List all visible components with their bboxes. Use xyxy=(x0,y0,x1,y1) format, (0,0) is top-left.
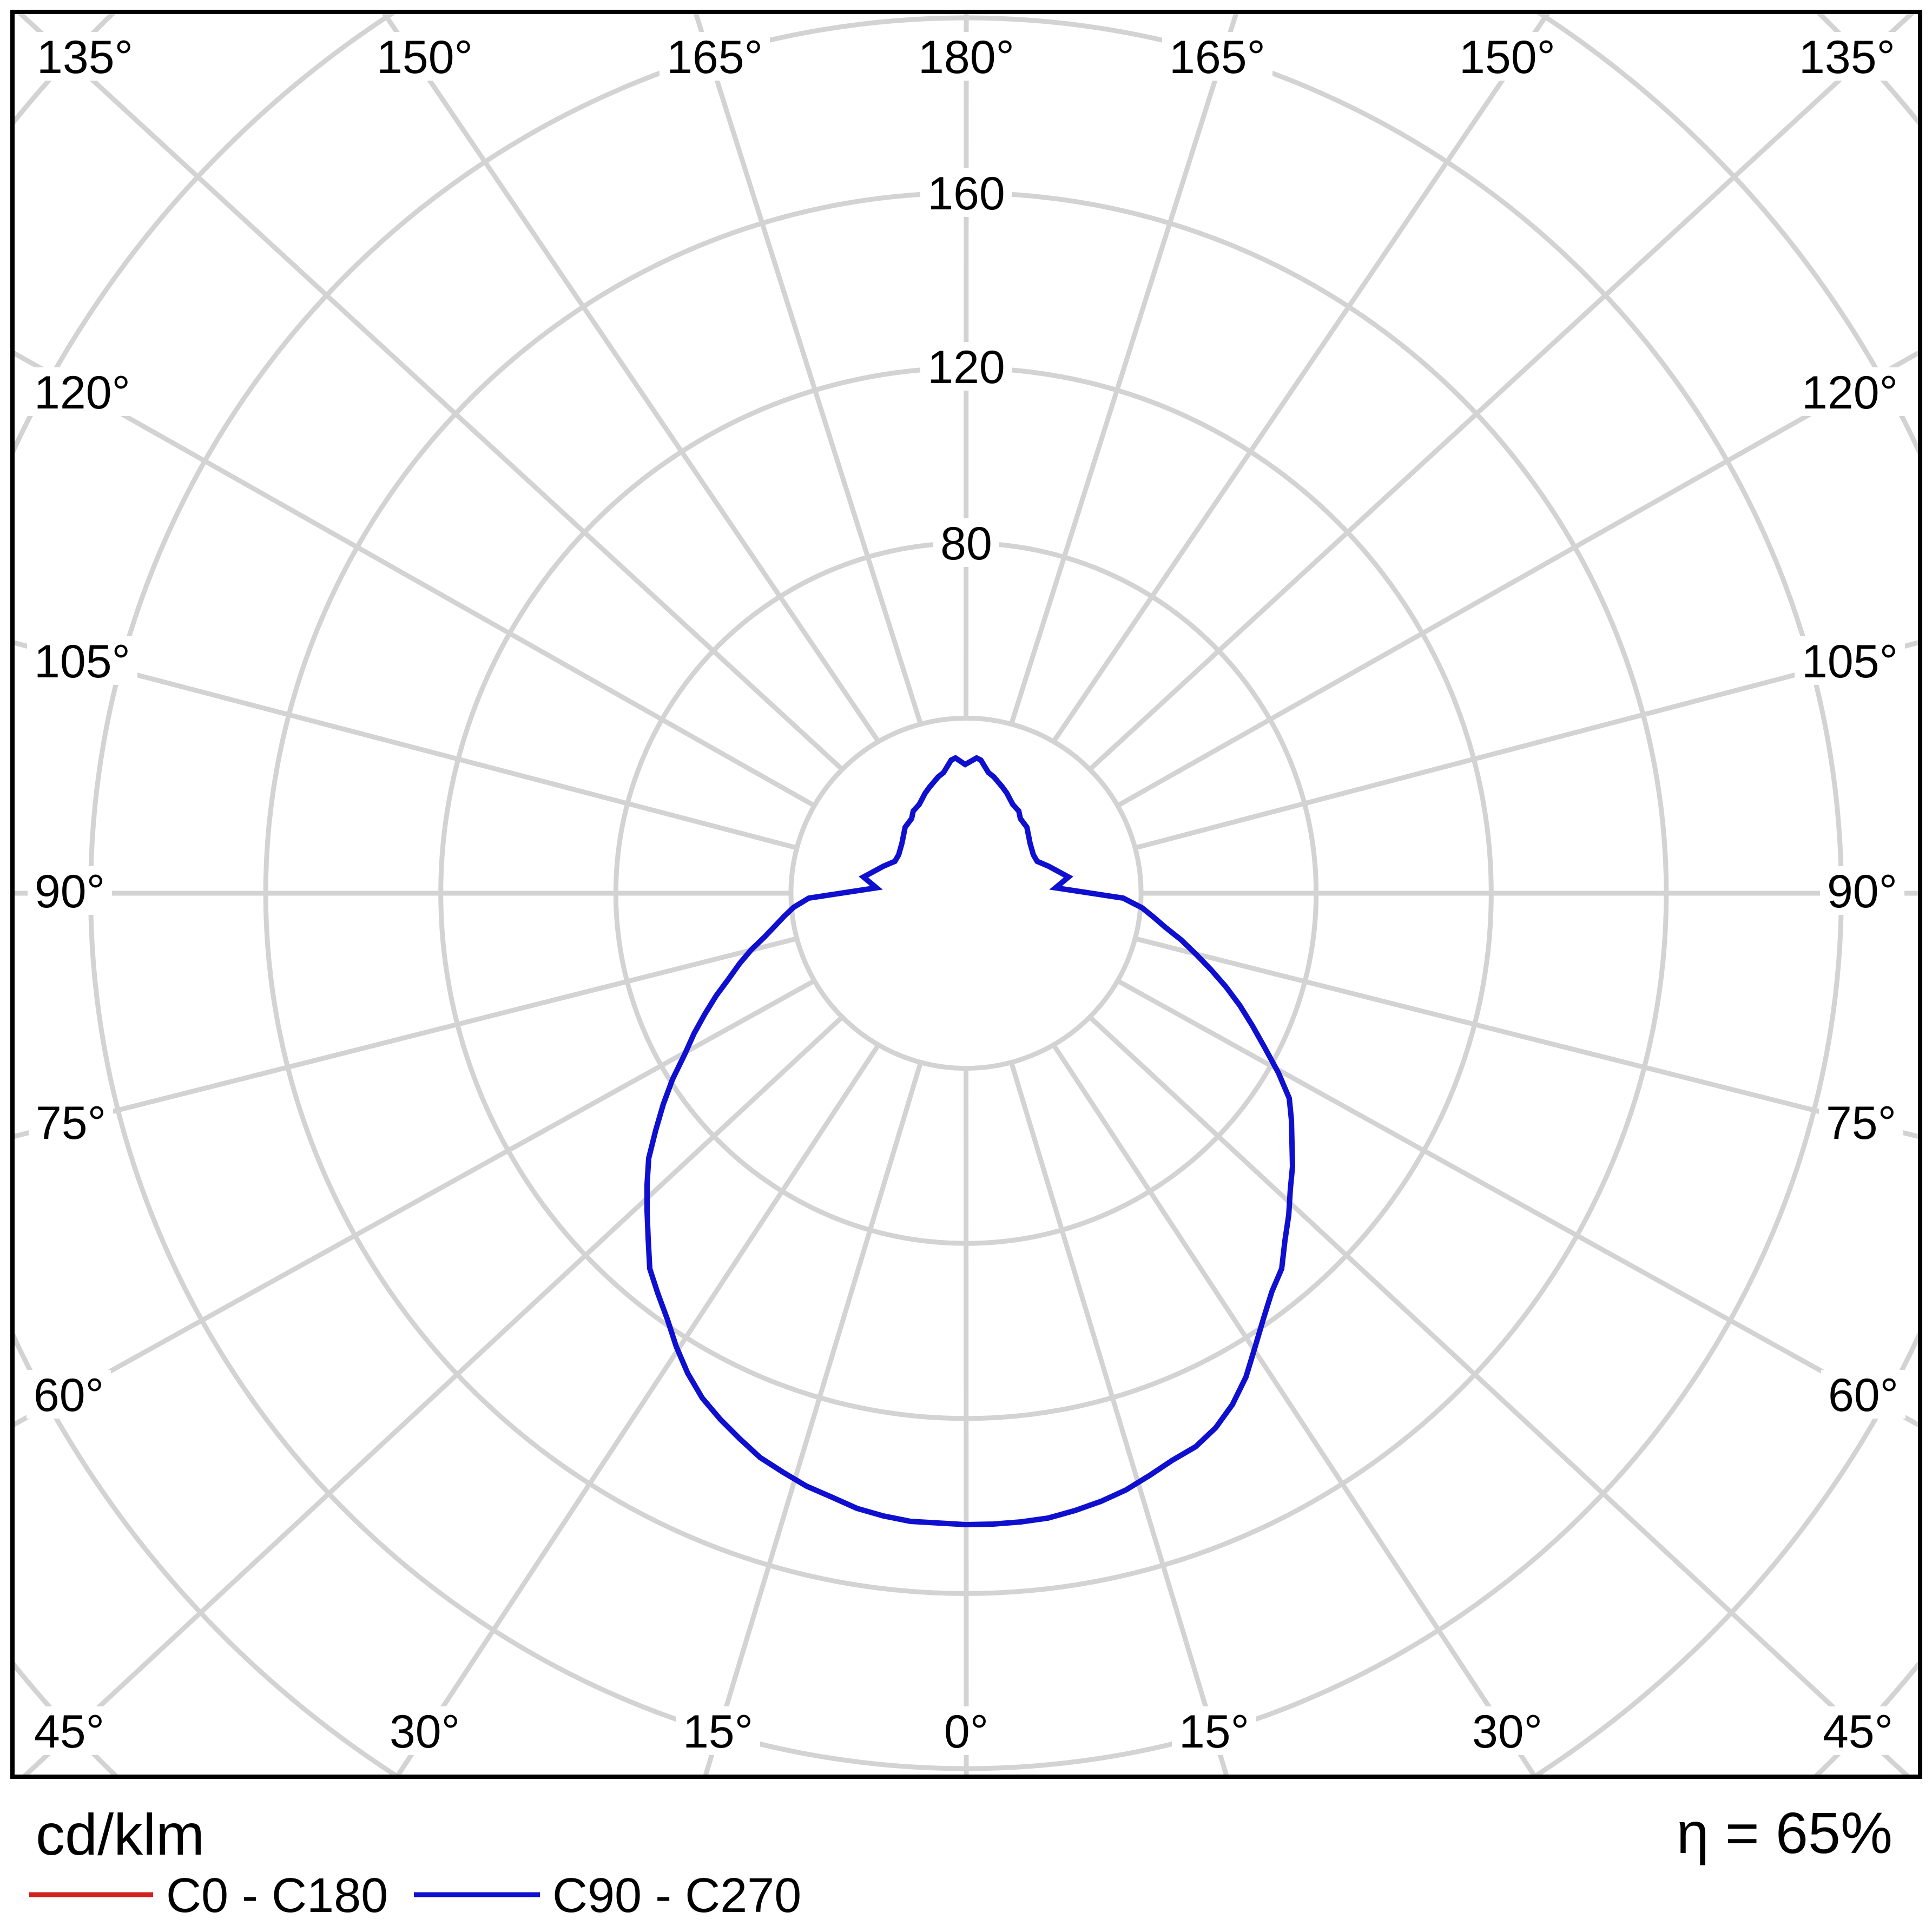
svg-text:160: 160 xyxy=(927,168,1005,220)
svg-text:cd/klm: cd/klm xyxy=(36,1802,205,1867)
svg-text:60°: 60° xyxy=(1828,1369,1898,1421)
svg-text:90°: 90° xyxy=(35,866,105,918)
svg-text:180°: 180° xyxy=(918,31,1014,83)
svg-text:135°: 135° xyxy=(37,31,133,83)
svg-text:30°: 30° xyxy=(390,1706,460,1758)
svg-text:30°: 30° xyxy=(1472,1706,1542,1758)
svg-text:C0 - C180: C0 - C180 xyxy=(166,1869,388,1923)
svg-text:120°: 120° xyxy=(34,367,130,419)
svg-text:15°: 15° xyxy=(1179,1706,1249,1758)
svg-text:45°: 45° xyxy=(34,1706,104,1758)
svg-text:60°: 60° xyxy=(34,1369,104,1421)
svg-text:C90 - C270: C90 - C270 xyxy=(552,1869,801,1923)
svg-text:105°: 105° xyxy=(1802,636,1898,688)
svg-text:75°: 75° xyxy=(1826,1097,1896,1149)
svg-text:15°: 15° xyxy=(683,1706,753,1758)
svg-text:150°: 150° xyxy=(1459,31,1555,83)
svg-text:0°: 0° xyxy=(944,1706,988,1758)
svg-text:105°: 105° xyxy=(34,636,130,688)
svg-text:165°: 165° xyxy=(1169,31,1265,83)
svg-text:135°: 135° xyxy=(1799,31,1895,83)
svg-text:165°: 165° xyxy=(667,31,763,83)
svg-text:90°: 90° xyxy=(1827,866,1897,918)
svg-text:45°: 45° xyxy=(1823,1706,1893,1758)
svg-text:75°: 75° xyxy=(36,1097,106,1149)
svg-text:120: 120 xyxy=(927,341,1005,393)
svg-text:η = 65%: η = 65% xyxy=(1677,1800,1893,1865)
svg-text:150°: 150° xyxy=(377,31,473,83)
svg-text:120°: 120° xyxy=(1802,367,1898,419)
svg-text:80: 80 xyxy=(940,518,992,570)
